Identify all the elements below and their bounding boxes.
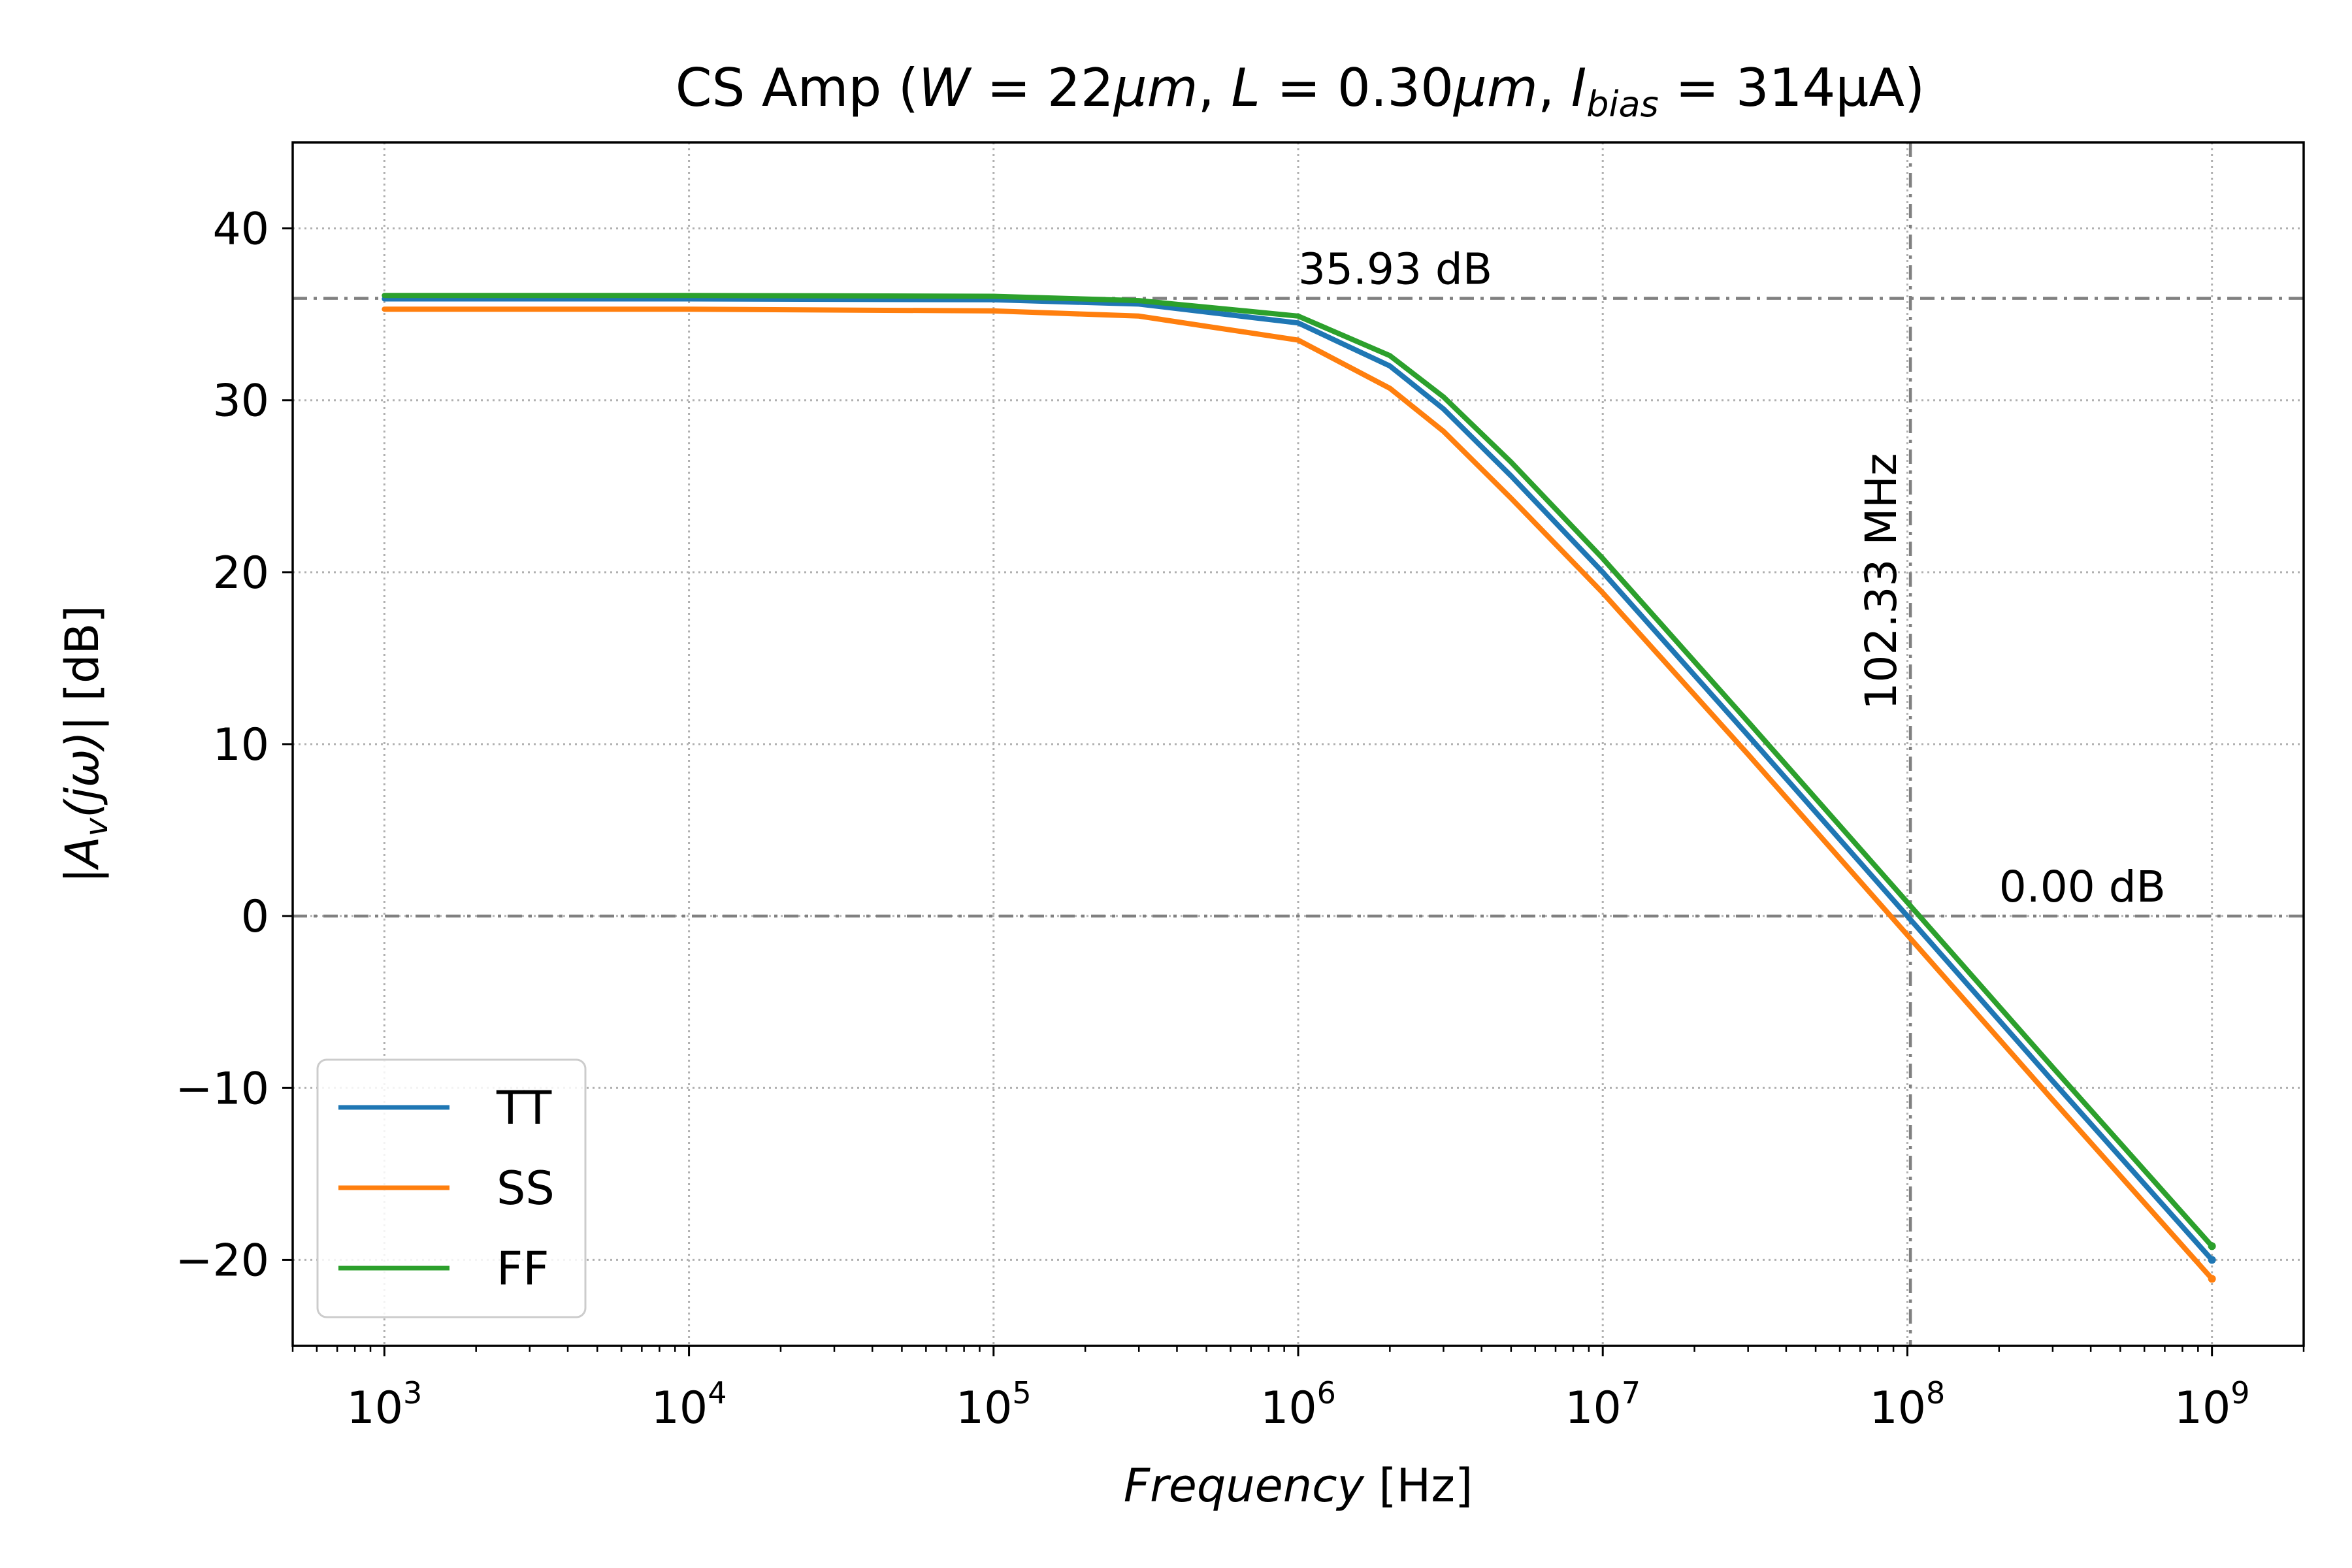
legend-label-tt: TT	[496, 1081, 552, 1135]
series-line-ff	[382, 293, 2215, 1249]
y-tick-label: −10	[175, 1063, 269, 1115]
y-tick-label: 10	[212, 719, 269, 771]
y-tick-label: 0	[241, 891, 269, 943]
x-tick-label: 109	[2174, 1375, 2250, 1434]
x-tick-label: 106	[1260, 1375, 1336, 1434]
reference-lines: 35.93 dB 0.00 dB 102.33 MHz	[293, 142, 2304, 1346]
y-tick-label: 20	[212, 547, 269, 599]
y-tick-label: −20	[175, 1235, 269, 1286]
y-tick-label: 40	[212, 204, 269, 255]
series-line-ss	[382, 306, 2215, 1282]
x-tick-label: 105	[956, 1375, 1032, 1434]
legend: TT SS FF	[316, 1058, 587, 1318]
series-end-point-tt	[2208, 1256, 2216, 1264]
x-tick-label: 107	[1565, 1375, 1641, 1434]
legend-label-ss: SS	[497, 1162, 555, 1215]
unity-gain-label: 0.00 dB	[1999, 862, 2166, 912]
dc-gain-label: 35.93 dB	[1298, 244, 1492, 295]
unity-freq-label: 102.33 MHz	[1856, 453, 1906, 710]
chart-title: CS Amp (W = 22μm, L = 0.30μm, Ibias = 31…	[676, 57, 1925, 125]
series-end-point-ss	[2208, 1275, 2216, 1283]
series-end-point-ff	[2208, 1242, 2216, 1250]
x-tick-label: 103	[346, 1375, 422, 1434]
plot-series	[382, 293, 2216, 1283]
x-axis-label: Frequency [Hz]	[1124, 1459, 1473, 1512]
y-axis-label: |Av(jω)| [dB]	[56, 605, 115, 883]
x-tick-label: 104	[651, 1375, 727, 1434]
x-tick-label: 108	[1870, 1375, 1946, 1434]
legend-box	[316, 1058, 587, 1318]
series-line-tt	[382, 296, 2215, 1263]
legend-label-ff: FF	[497, 1242, 549, 1296]
axis-ticks: 103 104 105 106 107 108 109 40 30 20 10 0 −10 −20	[175, 204, 2305, 1434]
y-tick-label: 30	[212, 376, 269, 427]
